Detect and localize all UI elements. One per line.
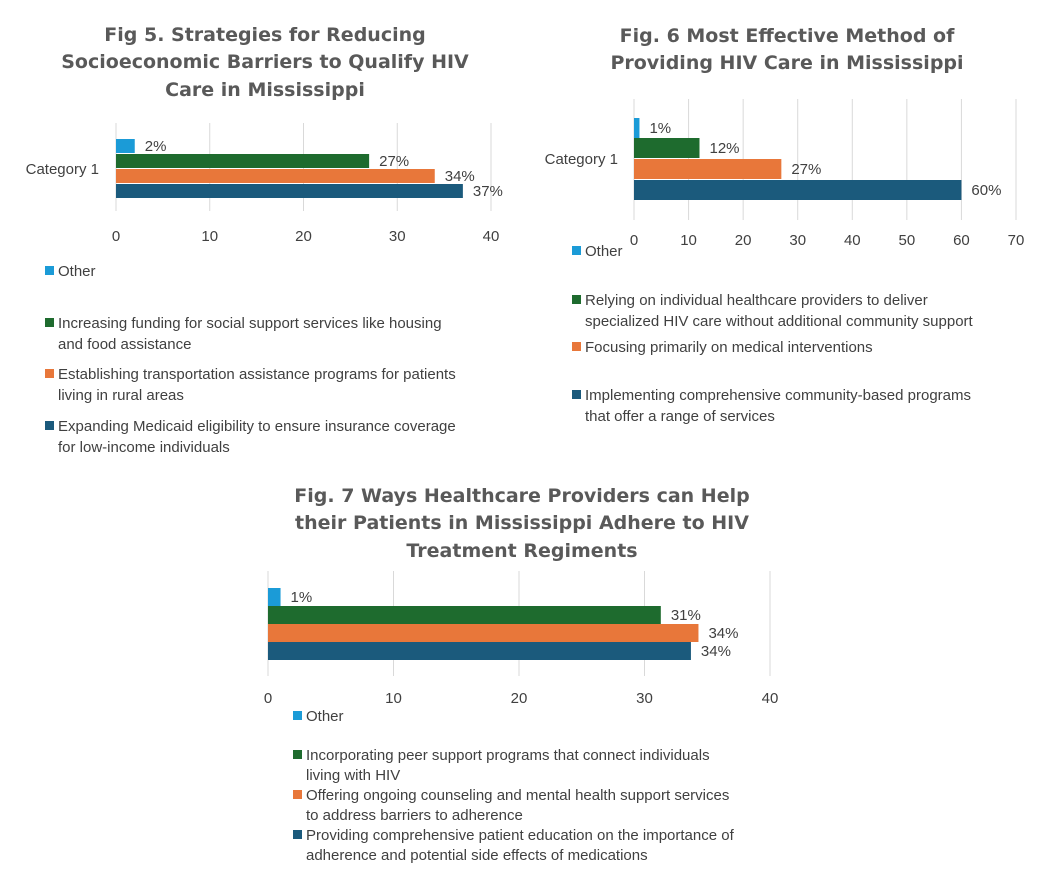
fig6-legend-swatch-1	[572, 246, 581, 255]
fig7-bar-4	[268, 642, 691, 660]
fig6-bar-4	[634, 180, 962, 200]
fig5-legend-label-3: Establishing transportation assistance p…	[58, 366, 456, 383]
fig6-legend-label-3: Focusing primarily on medical interventi…	[585, 339, 873, 356]
fig6-bar-2	[634, 138, 700, 158]
fig7-legend-swatch-4	[293, 830, 302, 839]
fig5-title-line-2: Socioeconomic Barriers to Qualify HIV	[61, 51, 469, 73]
fig5-bar-2	[116, 154, 370, 168]
fig5-x-tick-label: 10	[201, 228, 218, 245]
fig6-legend-label-2: specialized HIV care without additional …	[585, 313, 974, 330]
fig7-legend-label-4: Providing comprehensive patient educatio…	[306, 827, 735, 844]
fig5-legend-swatch-4	[45, 421, 54, 430]
fig5-data-label-4: 37%	[473, 183, 503, 200]
fig7-data-label-3: 34%	[708, 625, 738, 642]
fig5-x-tick-label: 20	[295, 228, 312, 245]
fig6-legend-swatch-4	[572, 390, 581, 399]
fig7-legend-label-3: to address barriers to adherence	[306, 807, 523, 824]
fig6-title-line-2: Providing HIV Care in Mississippi	[610, 52, 963, 74]
fig5-legend-swatch-3	[45, 369, 54, 378]
fig6-chart: Fig. 6 Most Effective Method of Providin…	[545, 25, 1025, 425]
fig5-legend-label-1: Other	[58, 263, 96, 280]
fig7-chart: Fig. 7 Ways Healthcare Providers can Hel…	[264, 485, 779, 864]
fig7-bar-2	[268, 606, 661, 624]
fig6-x-tick-label: 50	[899, 232, 916, 249]
fig5-category-label: Category 1	[26, 161, 99, 178]
fig7-legend-label-3: Offering ongoing counseling and mental h…	[306, 787, 729, 804]
fig7-legend-label-1: Other	[306, 708, 344, 725]
fig7-x-tick-label: 40	[762, 690, 779, 707]
fig6-data-label-1: 1%	[649, 120, 671, 137]
fig7-data-label-1: 1%	[291, 589, 313, 606]
fig5-title-line-3: Care in Mississippi	[165, 79, 365, 101]
fig5-data-label-2: 27%	[379, 153, 409, 170]
fig7-title-line-1: Fig. 7 Ways Healthcare Providers can Hel…	[294, 485, 749, 507]
fig5-bar-3	[116, 169, 435, 183]
fig6-x-tick-label: 20	[735, 232, 752, 249]
fig7-x-tick-label: 20	[511, 690, 528, 707]
fig7-legend-swatch-3	[293, 790, 302, 799]
fig7-legend-label-4: adherence and potential side effects of …	[306, 847, 648, 864]
fig6-legend: Other Relying on individual healthcare pr…	[572, 243, 974, 425]
fig5-legend-label-4: for low-income individuals	[58, 439, 230, 456]
fig7-legend-label-2: living with HIV	[306, 767, 400, 784]
fig6-bar-3	[634, 159, 782, 179]
fig5-legend-swatch-1	[45, 266, 54, 275]
fig5-legend: Other Increasing funding for social suppo…	[45, 263, 456, 456]
fig6-plot-area: 0 10 20 30 40 50 60 70 Category 1 1% 12% 27% 60%	[545, 99, 1025, 249]
fig6-legend-label-4: Implementing comprehensive community-bas…	[585, 387, 971, 404]
fig6-x-tick-label: 40	[844, 232, 861, 249]
fig6-data-label-2: 12%	[709, 140, 739, 157]
fig5-x-tick-label: 30	[389, 228, 406, 245]
fig5-legend-label-2: Increasing funding for social support se…	[58, 315, 442, 332]
fig5-plot-area: 0 10 20 30 40 Category 1 2% 27% 34%37%	[26, 123, 503, 245]
fig7-x-tick-label: 10	[385, 690, 402, 707]
fig7-legend: Other Incorporating peer support programs…	[293, 708, 735, 864]
fig7-bar-1	[268, 588, 281, 606]
fig6-x-tick-label: 60	[953, 232, 970, 249]
fig6-legend-swatch-2	[572, 295, 581, 304]
fig7-bar-3	[268, 624, 699, 642]
fig5-legend-swatch-2	[45, 318, 54, 327]
fig6-legend-label-1: Other	[585, 243, 623, 260]
fig6-legend-label-2: Relying on individual healthcare provide…	[585, 292, 928, 309]
fig5-x-tick-label: 0	[112, 228, 120, 245]
fig6-x-tick-label: 10	[680, 232, 697, 249]
fig6-data-label-3: 27%	[791, 161, 821, 178]
fig5-data-label-1: 2%	[145, 138, 167, 155]
fig6-category-label: Category 1	[545, 151, 618, 168]
fig5-data-label-3: 34%	[445, 168, 475, 185]
fig5-bar-1	[116, 139, 135, 153]
fig6-x-tick-label: 0	[630, 232, 638, 249]
fig7-title-line-2: their Patients in Mississippi Adhere to …	[295, 512, 749, 534]
fig6-data-label-4: 60%	[971, 182, 1001, 199]
fig7-data-label-4: 34%	[701, 643, 731, 660]
fig5-legend-label-2: and food assistance	[58, 336, 191, 353]
fig7-legend-swatch-2	[293, 750, 302, 759]
fig7-x-tick-label: 30	[636, 690, 653, 707]
fig7-title-line-3: Treatment Regiments	[406, 540, 637, 562]
fig6-x-tick-label: 70	[1008, 232, 1025, 249]
fig7-data-label-2: 31%	[671, 607, 701, 624]
fig6-legend-swatch-3	[572, 342, 581, 351]
fig5-chart: Fig 5. Strategies for Reducing Socioecon…	[26, 24, 503, 456]
fig7-x-tick-label: 0	[264, 690, 272, 707]
fig7-legend-swatch-1	[293, 711, 302, 720]
fig6-title-line-1: Fig. 6 Most Effective Method of	[620, 25, 955, 47]
fig7-legend-label-2: Incorporating peer support programs that…	[306, 747, 710, 764]
fig6-bar-1	[634, 118, 640, 138]
fig5-legend-label-4: Expanding Medicaid eligibility to ensure…	[58, 418, 456, 435]
fig5-bar-4	[116, 184, 463, 198]
fig7-plot-area: 0 10 20 30 40 1% 31% 34%34%	[264, 571, 779, 707]
fig5-x-tick-label: 40	[483, 228, 500, 245]
fig6-x-tick-label: 30	[789, 232, 806, 249]
fig5-legend-label-3: living in rural areas	[58, 387, 184, 404]
fig5-title-line-1: Fig 5. Strategies for Reducing	[104, 24, 425, 46]
fig6-legend-label-4: that offer a range of services	[585, 408, 775, 425]
